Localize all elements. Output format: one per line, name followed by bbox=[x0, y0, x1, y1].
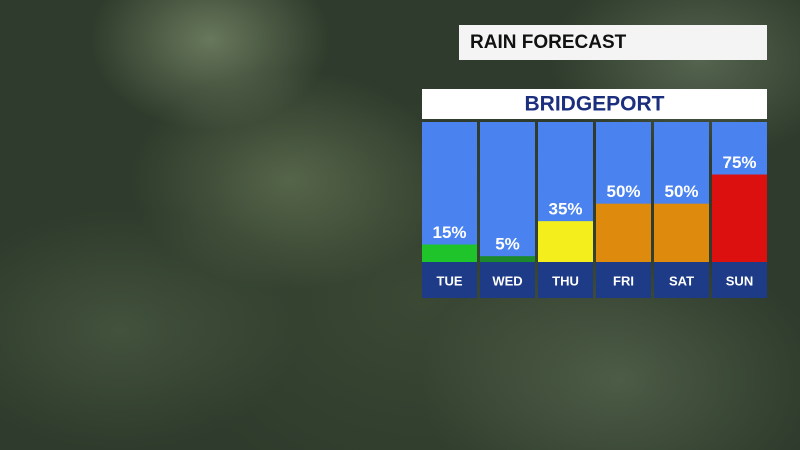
x-tick-label: WED bbox=[492, 273, 522, 288]
x-tick-label: SUN bbox=[726, 273, 753, 288]
day-band bbox=[538, 262, 593, 298]
value-label: 35% bbox=[548, 200, 582, 219]
column-background bbox=[422, 122, 477, 262]
x-tick-label: SAT bbox=[669, 273, 694, 288]
value-label: 75% bbox=[722, 153, 756, 172]
day-band bbox=[596, 262, 651, 298]
bar bbox=[712, 174, 767, 262]
bar bbox=[596, 203, 651, 262]
x-tick-label: FRI bbox=[613, 273, 634, 288]
bar bbox=[422, 244, 477, 262]
bar bbox=[480, 256, 535, 262]
value-label: 5% bbox=[495, 235, 520, 254]
column-background bbox=[480, 122, 535, 262]
x-tick-label: TUE bbox=[437, 273, 463, 288]
day-band bbox=[480, 262, 535, 298]
day-band bbox=[422, 262, 477, 298]
value-label: 15% bbox=[432, 223, 466, 242]
subtitle-box bbox=[422, 89, 767, 119]
bar bbox=[538, 221, 593, 262]
x-tick-label: THU bbox=[552, 273, 579, 288]
value-label: 50% bbox=[606, 182, 640, 201]
title-box bbox=[459, 25, 767, 60]
day-band bbox=[712, 262, 767, 298]
chart-title: RAIN FORECAST bbox=[470, 32, 627, 53]
chart-subtitle: BRIDGEPORT bbox=[524, 93, 664, 116]
day-band bbox=[654, 262, 709, 298]
bar bbox=[654, 203, 709, 262]
value-label: 50% bbox=[664, 182, 698, 201]
